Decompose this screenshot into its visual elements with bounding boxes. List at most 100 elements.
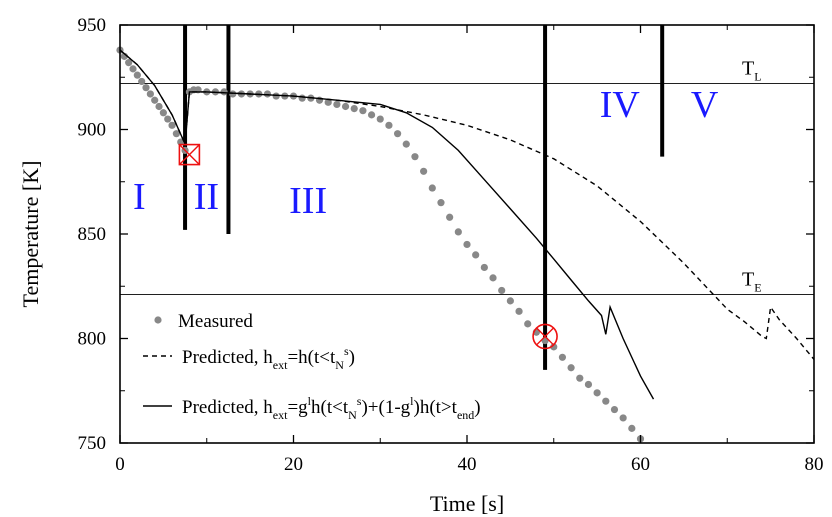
circle-x-marker <box>532 323 558 350</box>
measured-point <box>376 115 384 123</box>
measured-point <box>550 343 558 351</box>
text-span: T <box>742 58 754 80</box>
measured-point <box>155 102 163 111</box>
measured-point <box>394 130 402 138</box>
text-span: l <box>410 394 414 408</box>
x-tick-label: 40 <box>458 454 477 475</box>
legend-label-dashed: Predicted, hext=h(t<tNs) <box>182 344 355 372</box>
measured-point <box>298 94 306 102</box>
square-x-marker <box>178 143 201 166</box>
measured-point <box>437 199 445 207</box>
measured-point <box>402 140 410 148</box>
text-span: end <box>457 408 474 422</box>
measured-point <box>263 90 272 98</box>
text-span: E <box>754 281 761 295</box>
text-span: =h(t<t <box>287 347 336 368</box>
reference-line-label: TE <box>742 269 762 295</box>
measured-point <box>498 286 506 295</box>
measured-point <box>367 111 376 119</box>
markers-layer <box>178 143 558 350</box>
x-tick-label: 20 <box>284 454 303 475</box>
text-span: ) <box>474 397 480 418</box>
measured-point <box>272 92 280 100</box>
text-span: =g <box>287 397 308 418</box>
measured-point <box>593 389 601 397</box>
measured-point <box>324 98 332 106</box>
text-span: Predicted, h <box>182 347 273 368</box>
y-tick-label: 750 <box>78 433 107 454</box>
series-predicted-solid <box>119 49 655 400</box>
text-span: h(t<t <box>311 397 349 418</box>
y-tick-label: 800 <box>78 329 107 350</box>
measured-point <box>420 167 428 175</box>
measured-point <box>602 397 610 405</box>
measured-point <box>142 84 150 92</box>
text-span: T <box>742 269 754 291</box>
series-layer <box>116 46 815 443</box>
marker-cross-b <box>178 144 200 166</box>
measured-point <box>446 213 454 221</box>
measured-point <box>125 59 133 67</box>
text-span: s <box>344 344 349 358</box>
region-label-iv: IV <box>600 84 641 126</box>
marker-cross-b <box>536 327 554 346</box>
text-span: ext <box>273 358 288 372</box>
series-predicted-dashed <box>119 49 815 360</box>
marker-circle <box>532 323 558 350</box>
region-dividers <box>183 25 665 370</box>
y-tick-label: 850 <box>78 224 107 245</box>
text-span: N <box>335 358 344 372</box>
region-label-iii: III <box>289 180 327 222</box>
text-span: ) <box>349 347 355 368</box>
measured-point <box>558 353 567 361</box>
measured-point <box>350 105 358 113</box>
y-tick-label: 950 <box>78 15 107 36</box>
legend-label-measured: Measured <box>178 311 253 332</box>
measured-point <box>146 90 154 98</box>
axis-ticks: 0 20 40 60 80 750 800 850 900 950 <box>78 15 824 475</box>
y-tick-label: 900 <box>78 120 107 141</box>
text-span: )h(t>t <box>414 397 458 418</box>
measured-point <box>138 77 146 86</box>
measured-point <box>172 130 180 138</box>
measured-point <box>576 374 584 382</box>
measured-point <box>524 320 532 328</box>
measured-point <box>619 414 627 422</box>
measured-point <box>515 307 523 315</box>
measured-point <box>129 65 137 73</box>
text-span: )+(1-g <box>361 397 410 418</box>
measured-point <box>151 96 159 104</box>
measured-point <box>584 380 593 389</box>
measured-point <box>220 88 228 96</box>
text-span: ext <box>273 408 288 422</box>
measured-point <box>168 121 176 129</box>
x-axis-title: Time [s] <box>430 491 504 516</box>
measured-point <box>164 115 172 123</box>
measured-point <box>159 109 167 117</box>
measured-point <box>489 274 497 282</box>
measured-point <box>333 100 341 109</box>
text-span: N <box>348 408 357 422</box>
legend-swatch-measured <box>154 316 162 324</box>
series-measured <box>116 46 645 443</box>
reference-line-label: TL <box>742 58 762 84</box>
region-label-ii: II <box>194 176 219 218</box>
measured-point <box>133 71 141 79</box>
y-axis-title: Temperature [K] <box>18 161 43 308</box>
measured-point <box>385 121 393 129</box>
measured-point <box>480 263 488 272</box>
measured-point <box>359 107 367 115</box>
text-span: Predicted, h <box>182 397 273 418</box>
measured-point <box>229 90 237 98</box>
text-span: s <box>357 394 362 408</box>
x-tick-label: 0 <box>115 454 125 475</box>
text-span: L <box>754 70 761 84</box>
x-tick-label: 60 <box>631 454 650 475</box>
measured-point <box>628 424 636 432</box>
measured-point <box>411 153 419 161</box>
measured-point <box>472 251 480 259</box>
